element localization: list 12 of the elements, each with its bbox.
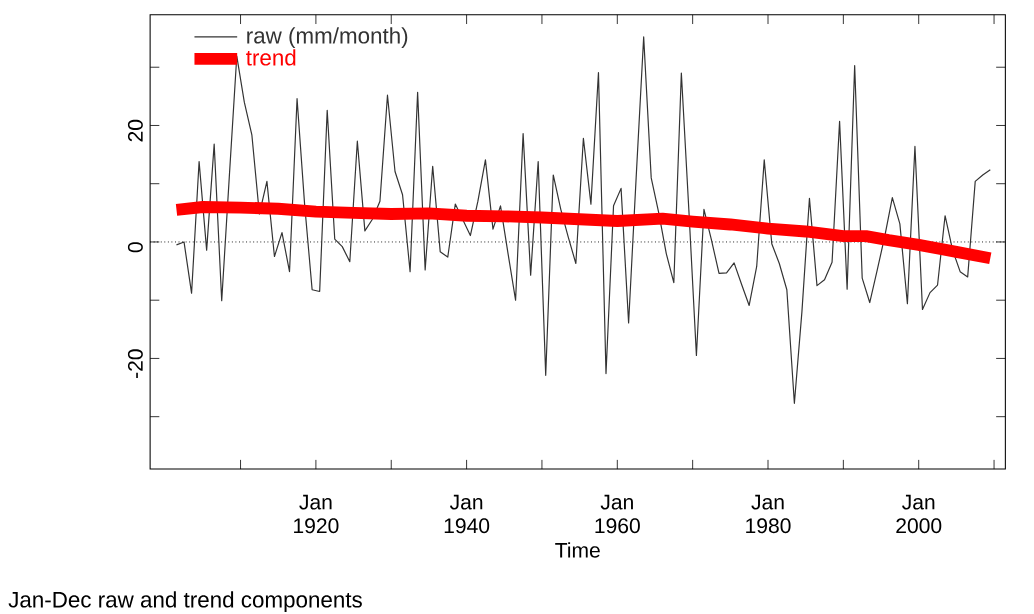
y-tick-label: 0 [127, 242, 143, 253]
x-tick-label: Jan 1960 [595, 494, 640, 534]
y-tick-label: 20 [127, 119, 143, 142]
x-axis-title: Time [555, 542, 600, 558]
legend-label: trend [246, 49, 296, 66]
x-tick-label: Jan 2000 [896, 494, 942, 534]
x-tick-label: Jan 1920 [294, 494, 339, 534]
x-tick-label: Jan 1980 [746, 494, 791, 534]
legend-label: raw (mm/month) [247, 27, 408, 48]
text: Jan-Dec raw and trend components [8, 591, 362, 612]
y-tick-label: -20 [127, 349, 143, 378]
x-tick-label: Jan 1940 [444, 494, 490, 534]
